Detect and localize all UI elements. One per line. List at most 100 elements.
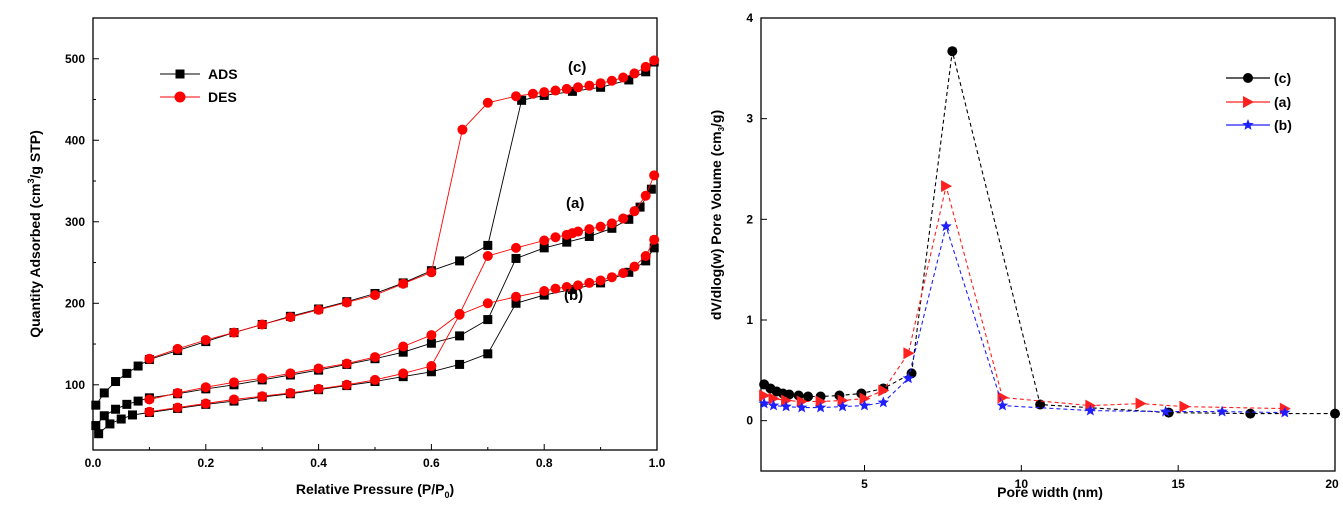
pore-series-0-point-4 [784,389,795,400]
pore-series-2-line [763,224,1285,414]
pore-series-1-point-3 [796,395,808,408]
pore-y-tick-label: 2 [746,212,753,226]
pore-series-2-point-5 [836,400,849,412]
isotherm-series-3-point-2 [629,206,640,217]
pore-series-0-point-6 [803,391,814,402]
pore-series-2-point-0 [758,397,770,409]
isotherm-series-3-point-20 [285,368,296,379]
isotherm-series-4-point-2 [116,414,126,424]
pore-series-2-point-6 [858,399,871,411]
isotherm-x-tick-label: 0.2 [197,456,214,470]
pore-series-2-point-14 [1279,406,1291,418]
isotherm-series-2-point-17 [483,315,493,325]
isotherm-series-1-point-14 [457,124,468,135]
pore-series-1-point-10 [997,391,1009,404]
pore-series-2-point-7 [877,396,889,408]
isotherm-series-1-point-12 [511,91,521,102]
isotherm-series-0-point-4 [133,361,143,371]
pore-series-2-point-2 [780,400,792,412]
isotherm-series-2-point-20 [562,237,572,247]
isotherm-series-5-point-11 [511,291,521,302]
pore-x-tick-label: 20 [1325,477,1339,491]
isotherm-series-4-point-0 [94,429,104,439]
isotherm-series-4-point-23 [649,243,659,253]
isotherm-series-2-point-14 [398,347,408,357]
annotation-a: (a) [566,195,584,212]
pore-size-chart: 5 10 15 20 0 1 2 3 4 Pore width (nm) dV/dlog(w) … [708,11,1340,500]
isotherm-series-5-point-9 [550,283,561,294]
pore-series-0-point-15 [1245,408,1256,419]
isotherm-series-1-point-9 [550,85,561,96]
isotherm-series-0-point-3 [122,368,132,378]
isotherm-series-3-point-6 [584,224,595,235]
isotherm-series-1-point-3 [618,72,629,83]
isotherm-series-4-point-1 [105,419,115,429]
isotherm-series-1-point-2 [629,68,640,79]
isotherm-x-tick-label: 0.8 [536,456,553,470]
isotherm-series-3-point-12 [511,242,521,253]
isotherm-series-0-point-20 [567,86,577,96]
isotherm-series-2-point-21 [584,231,594,241]
isotherm-series-0-point-22 [624,75,634,85]
isotherm-series-1-point-5 [595,78,606,89]
isotherm-y-tick-label: 200 [65,296,85,310]
pore-y-tick-label: 1 [746,313,753,327]
pore-series-2-point-11 [1084,404,1097,416]
isotherm-series-2-point-2 [111,404,121,414]
isotherm-series-5-point-18 [313,383,324,394]
isotherm-series-2-point-24 [635,202,645,212]
isotherm-series-5-point-16 [370,374,380,385]
isotherm-series-2-point-0 [91,421,101,431]
isotherm-series-1-point-8 [561,83,572,94]
isotherm-series-5-point-8 [561,281,572,292]
isotherm-series-0-point-17 [483,240,493,250]
isotherm-series-1-point-23 [200,334,211,345]
pore-plot-frame [760,17,1336,472]
legend-label-b: (b) [1274,117,1292,133]
pore-series-1-point-5 [837,394,849,407]
isotherm-x-tick-label: 0.0 [85,456,102,470]
isotherm-series-4-point-17 [511,298,521,308]
legend-marker-c [1243,73,1253,83]
isotherm-series-5-point-21 [229,394,239,405]
isotherm-series-2-point-19 [539,243,549,253]
isotherm-series-5-point-0 [649,234,660,245]
pore-series-2-point-12 [1159,405,1172,417]
isotherm-series-5-point-20 [257,391,268,402]
isotherm-series-5-point-17 [341,379,352,390]
pore-series-1-point-4 [815,395,827,408]
isotherm-x-tick-label: 0.4 [310,456,327,470]
legend-label-a: (a) [1274,94,1291,110]
pore-series-1-point-2 [781,394,793,407]
pore-series-2-point-4 [814,401,827,413]
isotherm-series-1-point-6 [584,80,595,91]
pore-series-1-point-12 [1135,397,1147,410]
isotherm-series-0-point-2 [111,377,121,387]
isotherm-x-tick-label: 1.0 [649,456,666,470]
isotherm-series-3-point-13 [482,251,493,262]
pore-series-2-point-13 [1216,405,1228,417]
isotherm-series-0-point-0 [91,400,101,410]
isotherm-series-3-point-11 [539,235,550,246]
isotherm-series-3-point-0 [649,170,660,181]
pore-legend: (c) (a) (b) [1226,70,1292,133]
isotherm-series-5-point-14 [426,361,437,372]
isotherm-series-1-point-18 [341,297,352,308]
isotherm-series-4-point-21 [624,267,634,277]
pore-series-0-point-12 [947,46,958,57]
isotherm-series-5-point-19 [285,387,296,398]
pore-series-2-point-1 [767,399,780,411]
pore-series-0-line [763,51,1335,415]
isotherm-series-4-point-16 [483,349,493,359]
pore-x-tick-label: 10 [1015,477,1029,491]
legend-marker-des [174,91,186,103]
isotherm-series-1-point-17 [370,290,380,301]
pore-series-1-line [763,185,1285,410]
isotherm-series-1-point-10 [539,87,550,98]
isotherm-series-1-point-16 [398,278,409,289]
pore-series-1-point-0 [759,389,771,402]
isotherm-y-tick-label: 500 [65,52,85,66]
isotherm-x-axis-label: Relative Pressure (P/P0) [296,481,454,500]
pore-y-tick-label: 0 [746,414,753,428]
isotherm-series-4-point-14 [426,367,436,377]
